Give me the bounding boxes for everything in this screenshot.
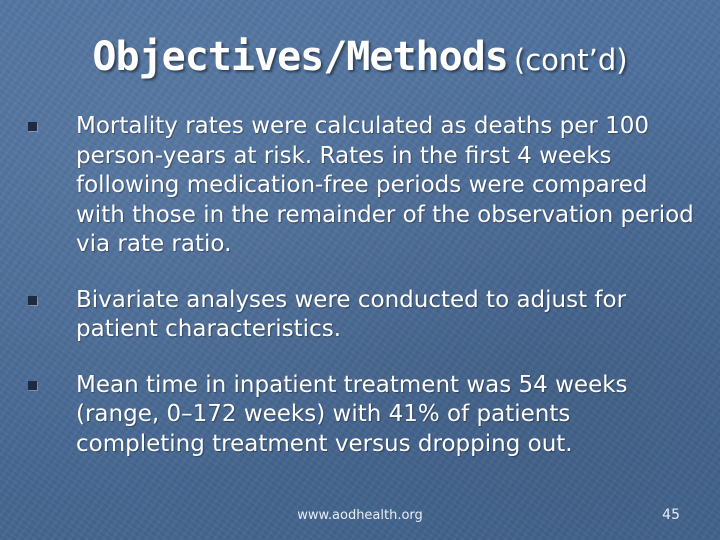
bullet-item: Bivariate analyses were conducted to adj… xyxy=(28,286,698,345)
square-bullet-icon xyxy=(28,122,37,131)
square-bullet-icon xyxy=(28,380,37,390)
bullet-text: Mean time in inpatient treatment was 54 … xyxy=(76,371,628,457)
title-subtitle-text: (cont’d) xyxy=(513,43,628,77)
bullet-text: Bivariate analyses were conducted to adj… xyxy=(76,286,627,343)
page-number: 45 xyxy=(662,507,680,523)
title-main-text: Objectives/Methods xyxy=(92,34,508,80)
bullet-list: Mortality rates were calculated as death… xyxy=(28,112,698,459)
square-bullet-icon xyxy=(28,295,37,305)
slide-title: Objectives/Methods (cont’d) xyxy=(0,34,720,80)
bullet-item: Mean time in inpatient treatment was 54 … xyxy=(28,371,698,460)
bullet-item: Mortality rates were calculated as death… xyxy=(28,112,698,260)
bullet-text: Mortality rates were calculated as death… xyxy=(76,113,694,257)
footer-url: www.aodhealth.org xyxy=(297,508,423,523)
